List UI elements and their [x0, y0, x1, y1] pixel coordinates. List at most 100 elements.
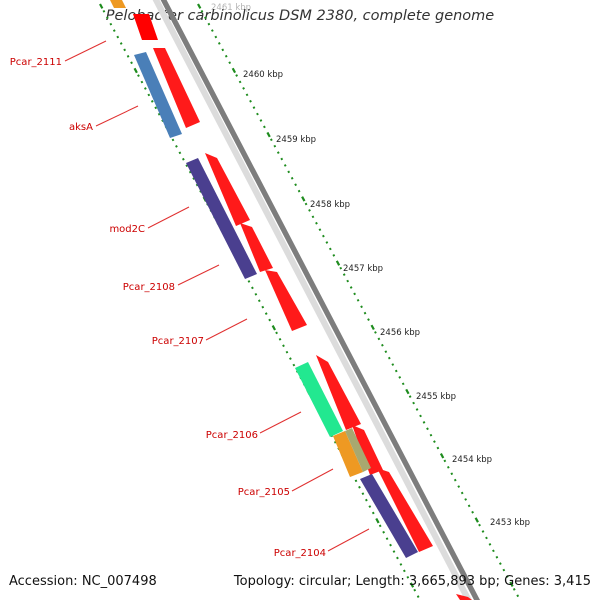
scale-tick [207, 22, 211, 26]
kbp-scale [197, 3, 520, 598]
map-title: Pelobacter carbinolicus DSM 2380, comple… [105, 8, 495, 24]
scale-tick [426, 427, 429, 431]
scale-tick [157, 112, 161, 116]
scale-tick [439, 453, 445, 459]
kbp-label: 2460 kbp [243, 70, 283, 80]
scale-tick [245, 93, 249, 97]
scale-tick [419, 414, 422, 418]
scale-tick [318, 228, 322, 232]
scale-tick [446, 465, 450, 469]
scale-tick [382, 530, 385, 534]
scale-tick [478, 523, 481, 527]
scale-tick [257, 299, 261, 303]
scale-tick [401, 382, 405, 386]
gene-bar-orange [333, 431, 363, 477]
scale-tick [391, 363, 395, 366]
gene-bar-olive [345, 428, 371, 472]
kbp-labels: 2461 kbp 2460 kbp 2459 kbp 2458 kbp 2457… [211, 3, 530, 528]
kbp-label: 2458 kbp [310, 200, 350, 210]
scale-tick [342, 273, 346, 276]
scale-tick [349, 286, 353, 289]
scale-tick [328, 247, 332, 251]
scale-tick [346, 279, 350, 283]
gene-arrow [377, 468, 433, 552]
scale-tick [269, 138, 273, 142]
scale-tick [252, 106, 256, 109]
scale-tick [140, 80, 144, 84]
scale-tick [228, 61, 232, 65]
scale-tick [436, 446, 440, 450]
gene-labels: Pcar_2111 aksA mod2C Pcar_2108 Pcar_2107… [10, 57, 326, 559]
scale-tick [224, 54, 228, 58]
scale-tick [332, 254, 336, 257]
scale-tick [311, 215, 315, 219]
scale-tick [358, 485, 361, 489]
gene-arrow [240, 223, 273, 272]
scale-tick [308, 209, 311, 212]
scale-tick [217, 42, 221, 45]
scale-tick [271, 325, 276, 331]
scale-tick [147, 93, 151, 97]
scale-tick [154, 106, 158, 110]
scale-tick [294, 183, 297, 187]
scale-tick [261, 305, 265, 309]
scale-tick [408, 395, 412, 399]
scale-tick [374, 331, 377, 334]
scale-tick [200, 9, 204, 13]
scale-tick [315, 221, 318, 225]
scale-tick [387, 356, 391, 360]
scale-tick [333, 440, 337, 444]
scale-tick [268, 318, 272, 322]
gene-bar-purple [360, 474, 418, 558]
scale-tick [335, 260, 341, 266]
scale-tick [509, 581, 514, 587]
scale-tick [406, 575, 410, 579]
scale-tick [367, 318, 370, 321]
scale-tick [263, 125, 266, 129]
scale-tick [416, 595, 420, 598]
kbp-label: 2456 kbp [380, 328, 420, 338]
scale-tick [264, 312, 268, 315]
scale-tick [505, 575, 509, 578]
scale-tick [231, 67, 237, 74]
scale-tick [363, 311, 367, 315]
scale-tick [283, 164, 287, 167]
scale-tick [389, 543, 392, 547]
scale-tick [273, 144, 277, 148]
scale-tick [325, 241, 329, 244]
scale-tick [275, 331, 278, 335]
scale-tick [204, 16, 207, 20]
genome-backbone-shadow [152, 0, 472, 600]
scale-tick [516, 594, 520, 598]
scale-tick [285, 350, 289, 354]
scale-tick [181, 157, 185, 161]
scale-tick [254, 292, 258, 296]
scale-tick [371, 511, 375, 515]
scale-tick [210, 29, 214, 32]
scale-tick [433, 440, 436, 443]
gene-bar-green [295, 362, 343, 437]
scale-tick [322, 234, 325, 238]
scale-tick [354, 479, 358, 483]
inner-tick-line [99, 3, 420, 598]
scale-tick [485, 536, 488, 540]
gene-label: Pcar_2106 [206, 430, 258, 441]
scale-tick [221, 48, 225, 52]
scale-tick [289, 357, 292, 360]
scale-tick [356, 298, 360, 302]
scale-tick [396, 556, 399, 560]
scale-tick [512, 587, 516, 591]
gene-arrow [153, 48, 200, 128]
scale-tick [106, 16, 109, 20]
gene-label: Pcar_2111 [10, 57, 62, 68]
gene-label: Pcar_2104 [274, 548, 326, 559]
scale-tick [502, 568, 506, 572]
scale-tick [467, 504, 471, 508]
scale-tick [282, 344, 285, 348]
scale-tick [290, 176, 294, 180]
scale-tick [256, 112, 259, 116]
scale-tick [443, 459, 447, 463]
scale-tick [175, 145, 178, 148]
scale-tick [242, 87, 245, 90]
